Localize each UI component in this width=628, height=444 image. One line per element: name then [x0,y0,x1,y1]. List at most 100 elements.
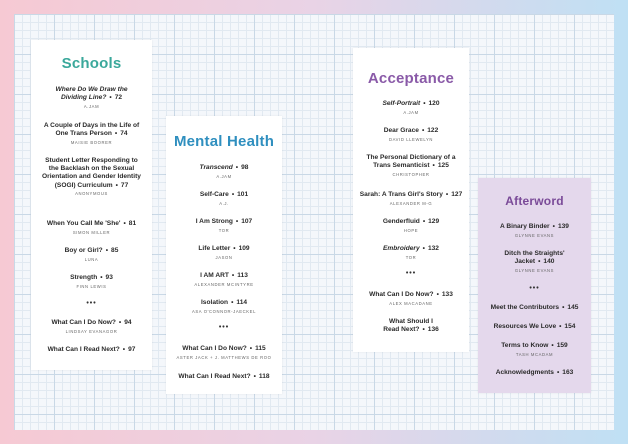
entry-page-number: 159 [556,342,568,349]
entry-title: Strength • 93 [37,274,146,282]
entry-page-number: 132 [427,245,439,252]
entry-title-text: Acknowledgments [495,369,554,376]
entry-page-number: 154 [564,323,576,330]
entry-author: A.JAM [83,103,100,109]
entry-separator: • [123,220,126,227]
entry-author: A.JAM [216,173,232,179]
entry-page-number: 136 [427,326,439,334]
entry-title: Sarah: A Trans Girl's Story • 127 [359,191,463,199]
entry-separator: • [552,223,555,230]
entry-title-text: Strength [70,274,98,281]
entry-title: What Can I Read Next? • 97 [37,346,146,354]
entry-title: What Can I Do Now? • 94 [37,319,146,327]
entry-separator: • [249,345,253,352]
entry-title-text: What Can I Read Next? [178,373,251,380]
entry-title: A Binary Binder • 139 [484,223,585,231]
entry-title: What Can I Do Now? • 115 [172,345,276,353]
section-title-schools: Schools [61,55,122,72]
entry-title-text: Genderfluid [382,218,420,225]
toc-entry: Sarah: A Trans Girl's Story • 127 ALEXANDER… [359,191,463,206]
toc-entry: What Can I Do Now? • 115 ASTER JACK + J. MA… [172,345,276,360]
entry-title: Self-Care • 101 [172,191,276,199]
entry-author: A.JAM [403,109,419,115]
entry-title: Dear Grace • 122 [359,127,463,135]
entry-title-text: Terms to Know [501,342,549,349]
divider-dots: ••• [529,285,540,292]
entry-page-number: 77 [120,181,129,189]
entry-separator: • [436,291,439,298]
entry-separator: • [556,369,560,376]
toc-entry: A Binary Binder • 139 GLYNNE EVANS [484,223,585,238]
entry-author: LINDSAY EVANAGOR [65,328,118,334]
entry-title: A Couple of Days in the Life of One Tran… [38,122,146,138]
entry-author: ASTER JACK + J. MATTHEWS DE ROO [176,354,272,360]
entry-separator: • [422,218,426,225]
entry-author: JASON [215,254,233,260]
entry-title: Acknowledgments • 163 [484,369,585,377]
entry-author: A.J. [219,200,229,206]
entry-title: Student Letter Responding to the Backlas… [42,157,142,190]
entry-title-text: Self-Care [199,191,229,198]
toc-entry: Strength • 93 FINN LEWIS [37,274,146,289]
entry-author: ALEX MACADANE [389,300,433,306]
section-title-acceptance: Acceptance [367,70,455,87]
toc-entry: Genderfluid • 129 HOPE [359,218,463,233]
entry-page-number: 113 [237,272,248,279]
entry-separator: • [445,191,449,198]
entry-title-text: I Am Strong [195,218,233,225]
entry-separator: • [105,247,109,254]
entry-title-text: Dear Grace [383,127,419,134]
entry-title-text: What Can I Do Now? [51,319,116,326]
entry-page-number: 97 [128,346,136,353]
entry-title: Life Letter • 109 [172,245,276,253]
entry-separator: • [559,323,562,330]
toc-entry: Life Letter • 109 JASON [172,245,276,260]
entry-separator: • [253,373,256,380]
toc-entry: Student Letter Responding to the Backlas… [37,157,146,196]
entry-title: Transcend • 98 [172,164,276,172]
entry-separator: • [422,245,425,252]
entry-title: The Personal Dictionary of a Trans Seman… [364,154,458,170]
afterword-card: Afterword A Binary Binder • 139 GLYNNE EVAN… [478,178,591,393]
entry-separator: • [231,191,235,198]
entry-separator: • [562,304,565,311]
entry-page-number: 74 [120,130,128,138]
entry-page-number: 85 [111,247,119,254]
toc-entry: I Am Strong • 107 TOR [172,218,276,233]
entry-title-text: Meet the Contributors [490,304,560,311]
toc-entry: What Can I Do Now? • 133 ALEX MACADANE [359,291,463,306]
entry-separator: • [421,127,425,134]
toc-entry: Embroidery • 132 TOR [359,245,463,260]
entry-separator: • [538,258,541,266]
entry-title-text: The Personal Dictionary of a Trans Seman… [366,154,456,170]
entry-title: Boy or Girl? • 85 [37,247,146,255]
entry-title-text: Transcend [199,164,233,171]
toc-entry: A Couple of Days in the Life of One Tran… [37,122,146,145]
entry-title-text: Student Letter Responding to the Backlas… [42,157,141,189]
toc-entry: What Can I Read Next? • 97 [37,346,146,354]
toc-entry: Boy or Girl? • 85 LUNA [37,247,146,262]
entry-title: Resources We Love • 154 [484,323,585,331]
entry-author: GLYNNE EVANS [514,232,555,238]
toc-entry: Dear Grace • 122 DAVID LLEWELYN [359,127,463,142]
entry-page-number: 145 [567,304,579,311]
entry-title-text: Resources We Love [493,323,557,330]
entry-title: What Should I Read Next? • 136 [381,318,441,334]
entry-title-text: Self-Portrait [382,100,421,107]
toc-entry: Terms to Know • 159 TASH MCADAM [484,342,585,357]
entry-title-text: Embroidery [383,245,420,252]
entry-separator: • [235,218,239,225]
entry-title: I Am Strong • 107 [172,218,276,226]
entry-page-number: 125 [437,162,449,170]
entry-title: Genderfluid • 129 [359,218,463,226]
entry-page-number: 163 [562,369,574,376]
entry-author: TOR [218,227,230,233]
entry-title: What Can I Read Next? • 118 [172,373,276,381]
entry-title-text: Isolation [200,299,229,306]
entry-title-text: Ditch the Straights' Jacket [504,250,565,266]
entry-page-number: 129 [428,218,440,225]
entry-author: HOPE [403,227,419,233]
entry-separator: • [109,94,112,102]
entry-separator: • [122,346,126,353]
entry-page-number: 115 [255,345,266,352]
